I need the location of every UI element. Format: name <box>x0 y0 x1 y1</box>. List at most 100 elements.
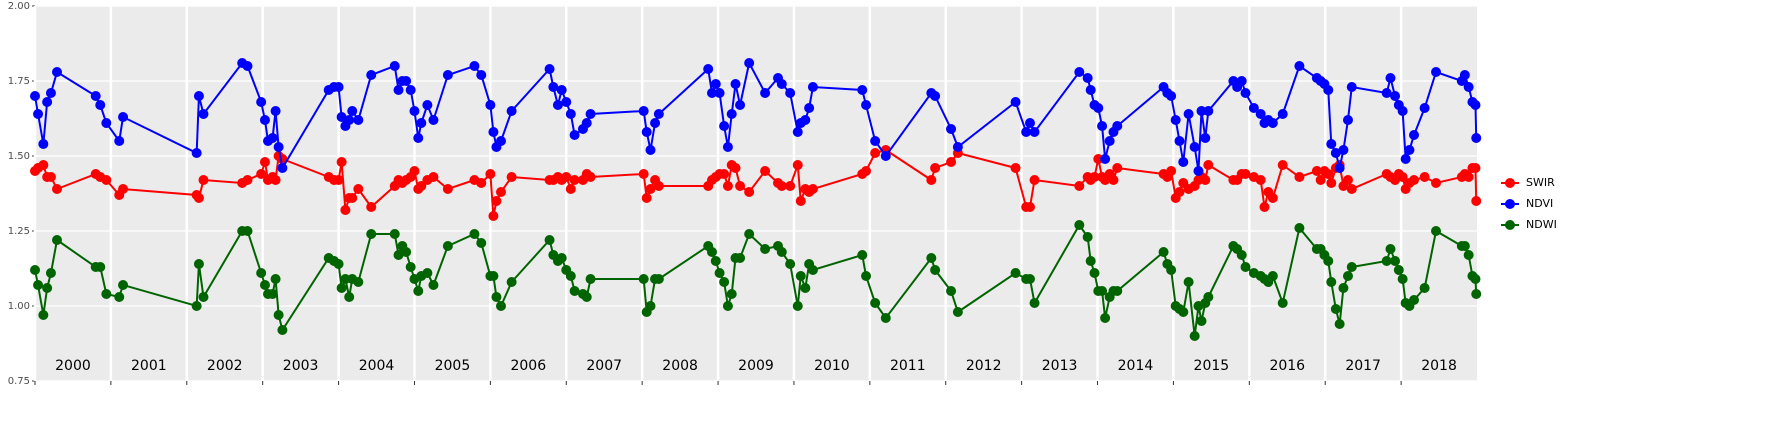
data-point <box>469 61 480 71</box>
data-point <box>556 253 567 263</box>
data-point <box>191 148 202 158</box>
data-point <box>581 292 592 302</box>
y-tick-label: 1.00 <box>8 301 30 312</box>
data-point <box>38 160 49 170</box>
data-point <box>405 262 416 272</box>
data-point <box>428 280 439 290</box>
data-point <box>880 313 891 323</box>
data-point <box>1093 103 1104 113</box>
data-point <box>340 274 351 284</box>
data-point <box>1189 142 1200 152</box>
data-point <box>645 145 656 155</box>
data-point <box>1097 286 1108 296</box>
data-point <box>585 109 596 119</box>
data-point <box>1431 178 1442 188</box>
legend-label: NDVI <box>1526 197 1553 210</box>
data-point <box>1170 115 1181 125</box>
data-point <box>1183 109 1194 119</box>
data-point <box>1074 67 1085 77</box>
data-point <box>1326 139 1337 149</box>
data-point <box>638 106 649 116</box>
data-point <box>101 289 112 299</box>
data-point <box>485 169 496 179</box>
data-point <box>638 169 649 179</box>
data-point <box>1178 157 1189 167</box>
data-point <box>952 307 963 317</box>
data-point <box>1112 286 1123 296</box>
data-point <box>714 268 725 278</box>
data-point <box>807 82 818 92</box>
data-point <box>495 301 506 311</box>
data-point <box>645 301 656 311</box>
data-point <box>861 166 872 176</box>
data-point <box>1294 61 1305 71</box>
data-point <box>347 193 358 203</box>
data-point <box>1029 298 1040 308</box>
data-point <box>52 67 63 77</box>
data-point <box>1459 70 1470 80</box>
y-tick-label: 2.00 <box>8 1 30 12</box>
data-point <box>1074 220 1085 230</box>
data-point <box>1277 298 1288 308</box>
data-point <box>256 169 267 179</box>
data-point <box>645 184 656 194</box>
data-point <box>795 196 806 206</box>
data-point <box>735 181 746 191</box>
data-point <box>785 259 796 269</box>
data-point <box>45 88 56 98</box>
data-point <box>1346 262 1357 272</box>
x-tick-label: 2015 <box>1194 358 1230 374</box>
data-point <box>946 124 957 134</box>
plot-panel <box>35 6 1477 381</box>
data-point <box>428 172 439 182</box>
data-point <box>744 58 755 68</box>
x-tick-label: 2006 <box>510 358 546 374</box>
data-point <box>1397 106 1408 116</box>
data-point <box>95 262 106 272</box>
data-point <box>366 229 377 239</box>
data-point <box>267 133 278 143</box>
data-point <box>1193 166 1204 176</box>
data-point <box>366 202 377 212</box>
x-tick-label: 2001 <box>131 358 167 374</box>
data-point <box>1397 172 1408 182</box>
data-point <box>198 175 209 185</box>
data-point <box>491 292 502 302</box>
data-point <box>1409 295 1420 305</box>
x-tick-label: 2007 <box>586 358 622 374</box>
data-point <box>1342 271 1353 281</box>
data-point <box>722 142 733 152</box>
data-point <box>800 115 811 125</box>
data-point <box>544 64 555 74</box>
data-point <box>340 205 351 215</box>
data-point <box>548 82 559 92</box>
data-point <box>1431 67 1442 77</box>
data-point <box>1330 148 1341 158</box>
data-point <box>476 70 487 80</box>
legend-marker <box>1505 220 1515 230</box>
data-point <box>270 274 281 284</box>
data-point <box>38 139 49 149</box>
x-tick-label: 2008 <box>662 358 698 374</box>
data-point <box>347 106 358 116</box>
legend-label: NDWI <box>1526 218 1557 231</box>
data-point <box>45 268 56 278</box>
data-point <box>857 250 868 260</box>
data-point <box>277 163 288 173</box>
data-point <box>1104 136 1115 146</box>
data-point <box>442 184 453 194</box>
data-point <box>1010 268 1021 278</box>
data-point <box>1267 271 1278 281</box>
data-point <box>703 64 714 74</box>
data-point <box>366 70 377 80</box>
data-point <box>198 292 209 302</box>
data-point <box>1470 163 1481 173</box>
data-point <box>344 115 355 125</box>
data-point <box>1074 181 1085 191</box>
data-point <box>1267 193 1278 203</box>
data-point <box>1166 91 1177 101</box>
x-tick-label: 2018 <box>1421 358 1457 374</box>
data-point <box>1240 169 1251 179</box>
data-point <box>880 151 891 161</box>
data-point <box>242 175 253 185</box>
